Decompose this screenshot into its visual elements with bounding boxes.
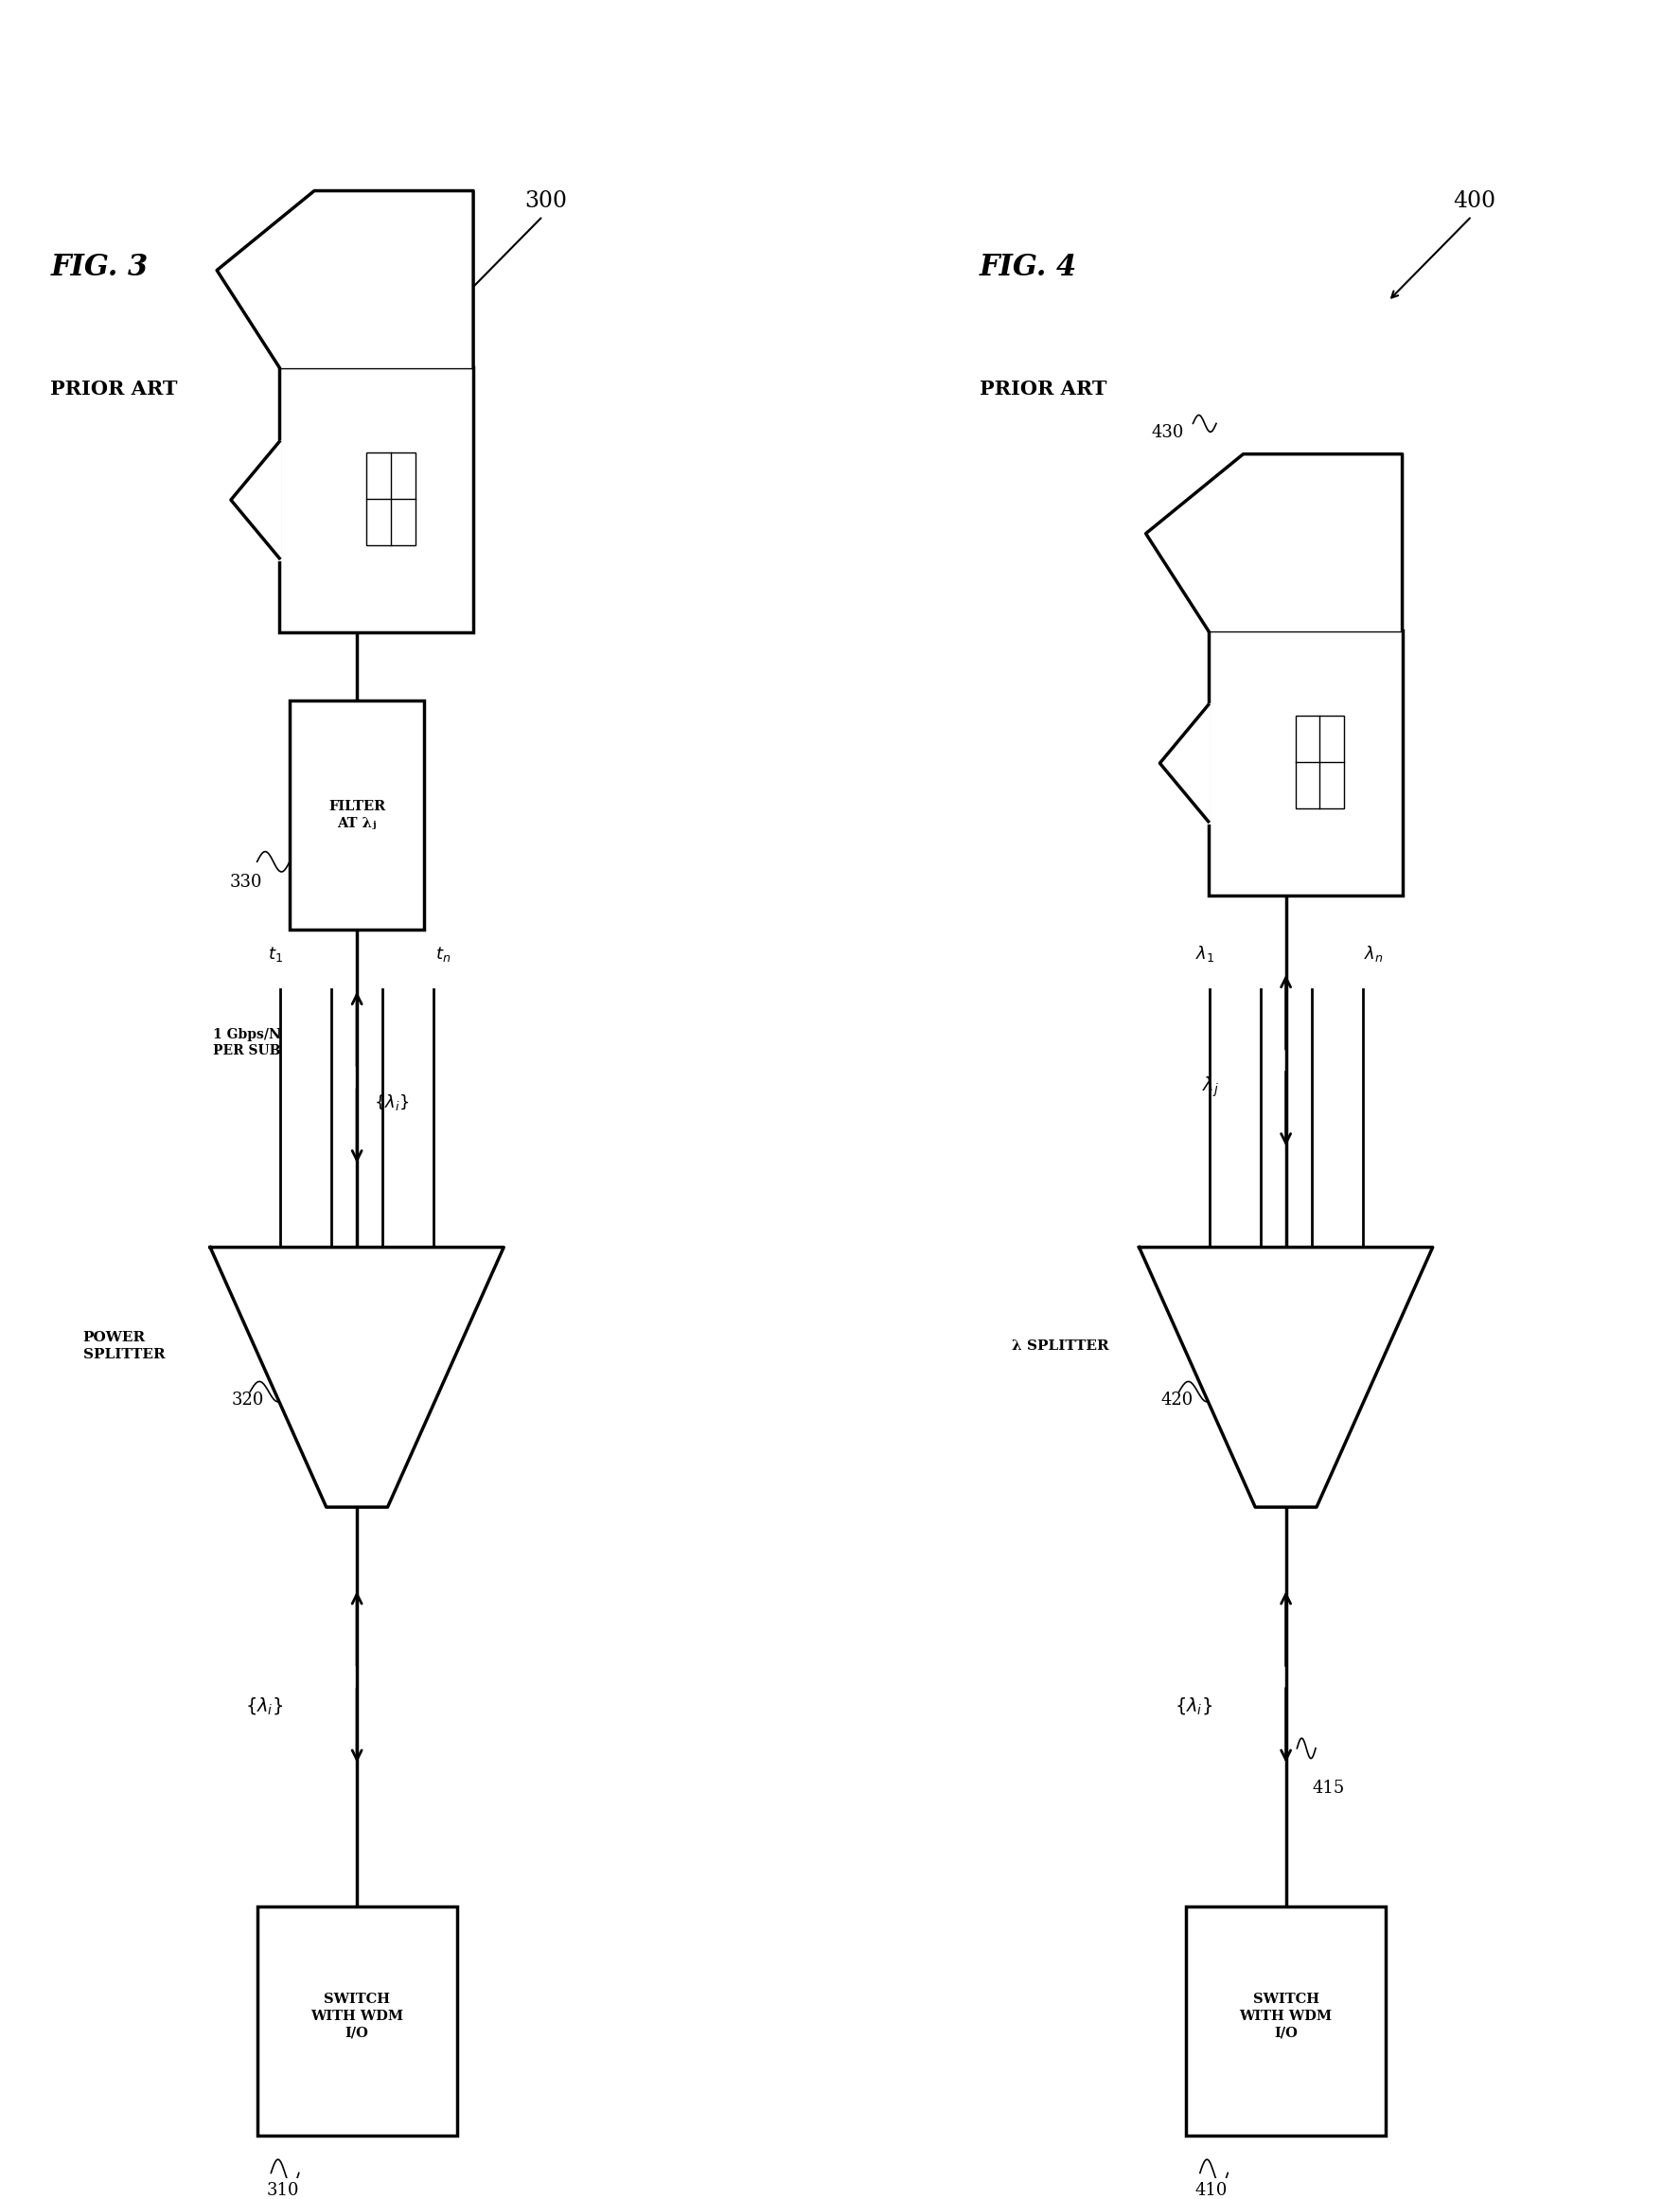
Polygon shape [1139, 1247, 1433, 1506]
Polygon shape [230, 442, 279, 559]
Text: SWITCH
WITH WDM
I/O: SWITCH WITH WDM I/O [311, 1992, 403, 2038]
Text: 1 Gbps/N
PER SUB: 1 Gbps/N PER SUB [213, 1027, 281, 1058]
Text: $\lambda_n$: $\lambda_n$ [1364, 943, 1383, 963]
Text: 410: 410 [1196, 2181, 1228, 2199]
Text: POWER
SPLITTER: POWER SPLITTER [82, 1330, 165, 1361]
Text: $t_1$: $t_1$ [269, 943, 284, 963]
Text: 320: 320 [232, 1392, 264, 1410]
Text: PRIOR ART: PRIOR ART [50, 380, 178, 398]
Polygon shape [1159, 706, 1208, 822]
Text: $\{\lambda_i\}$: $\{\lambda_i\}$ [245, 1695, 284, 1715]
Bar [289, 699, 425, 930]
Text: SWITCH
WITH WDM
I/O: SWITCH WITH WDM I/O [1240, 1992, 1332, 2038]
Text: $\lambda_1$: $\lambda_1$ [1194, 943, 1215, 963]
Text: PRIOR ART: PRIOR ART [979, 380, 1107, 398]
Text: $t_n$: $t_n$ [435, 943, 450, 963]
Text: 430: 430 [1151, 424, 1184, 440]
Text: FIG. 4: FIG. 4 [979, 253, 1077, 281]
Polygon shape [217, 191, 474, 367]
Text: $\{\lambda_i\}$: $\{\lambda_i\}$ [373, 1093, 408, 1113]
Text: 300: 300 [524, 191, 566, 213]
Bar [1295, 715, 1344, 809]
Text: 400: 400 [1453, 191, 1495, 213]
Bar [257, 1907, 457, 2135]
Text: $\lambda_j$: $\lambda_j$ [1203, 1075, 1220, 1100]
Text: 415: 415 [1312, 1779, 1344, 1797]
Text: $\{\lambda_i\}$: $\{\lambda_i\}$ [1174, 1695, 1213, 1715]
Text: 330: 330 [228, 873, 262, 891]
Bar [1208, 631, 1403, 895]
Text: λ SPLITTER: λ SPLITTER [1011, 1339, 1109, 1352]
Polygon shape [210, 1247, 504, 1506]
Text: FIG. 3: FIG. 3 [50, 253, 148, 281]
Bar [279, 367, 474, 633]
Text: 310: 310 [267, 2181, 299, 2199]
Text: FILTER
AT λⱼ: FILTER AT λⱼ [328, 800, 385, 829]
Bar [1186, 1907, 1386, 2135]
Text: 420: 420 [1161, 1392, 1193, 1410]
Bar [366, 453, 415, 545]
Polygon shape [1146, 453, 1403, 631]
